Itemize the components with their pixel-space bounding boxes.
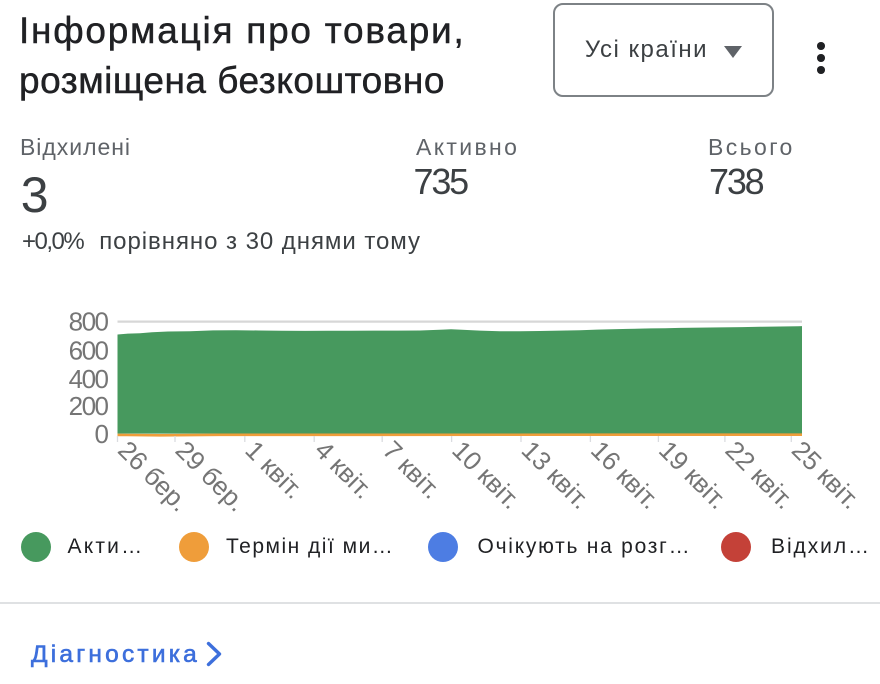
svg-text:800: 800	[69, 307, 109, 337]
svg-text:22 квіт.: 22 квіт.	[720, 435, 800, 515]
svg-text:200: 200	[69, 391, 109, 421]
svg-text:600: 600	[69, 336, 109, 366]
svg-text:4 квіт.: 4 квіт.	[309, 435, 379, 505]
svg-text:7 квіт.: 7 квіт.	[377, 435, 447, 505]
svg-text:13 квіт.: 13 квіт.	[516, 435, 596, 515]
svg-text:400: 400	[69, 364, 109, 394]
svg-text:0: 0	[95, 419, 109, 449]
svg-text:10 квіт.: 10 квіт.	[446, 435, 526, 515]
svg-text:16 квіт.: 16 квіт.	[585, 435, 665, 515]
svg-text:25 квіт.: 25 квіт.	[786, 435, 866, 515]
svg-text:19 квіт.: 19 квіт.	[653, 435, 733, 515]
